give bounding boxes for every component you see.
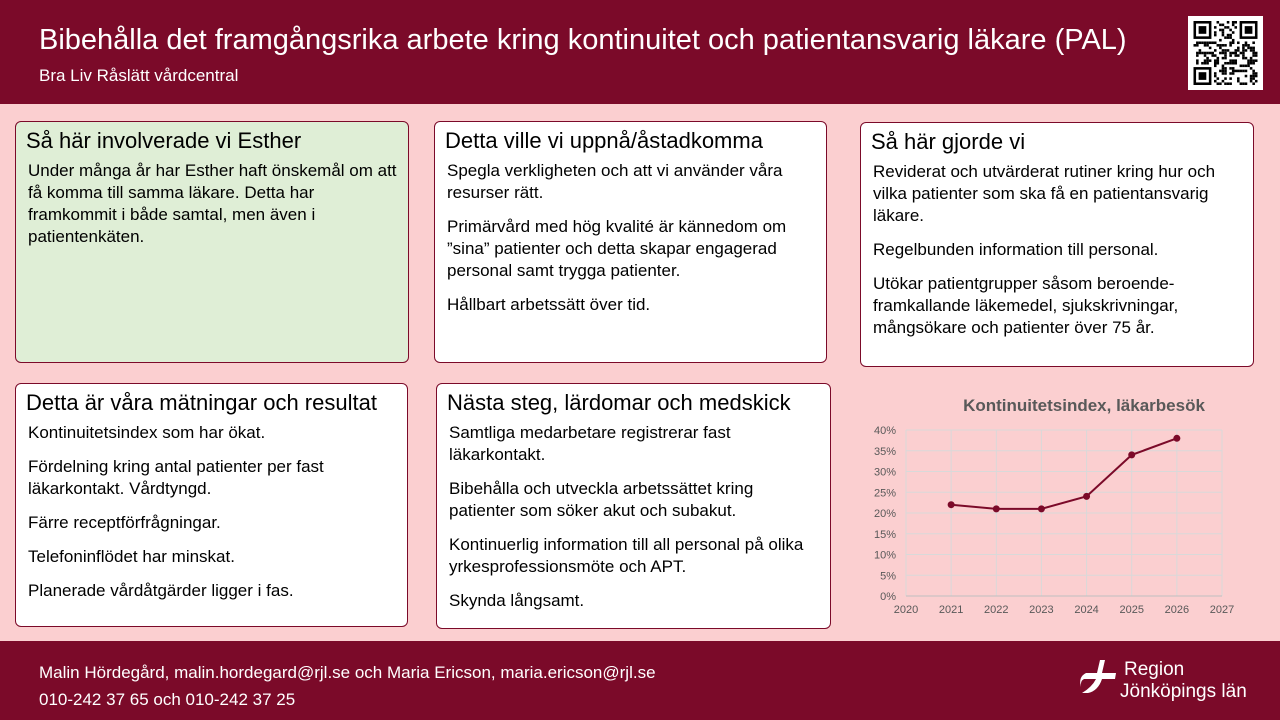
card-paragraph: Reviderat och utvärderat rutiner kring h… [873,162,1216,225]
card-measurements: Detta är våra mätningar och resultat Kont… [15,383,408,627]
card-goals: Detta ville vi uppnå/åstadkomma Spegla ve… [434,121,827,363]
card-paragraph: Under många år har Esther haft önskemål … [28,161,397,246]
card-title: Så här gjorde vi [871,129,1026,154]
card-paragraph: Primärvård med hög kvalité är kännedom o… [447,217,787,280]
card-actions: Så här gjorde vi Reviderat och utvärderat… [860,122,1254,367]
y-tick-label: 0% [880,591,896,603]
card-paragraph: Färre receptförfrågningar. [28,513,221,532]
data-point [992,505,1000,513]
card-paragraph: Planerade vårdåtgärder ligger i fas. [28,581,294,600]
y-tick-label: 40% [874,425,896,437]
data-point [947,501,955,509]
contact-names: Malin Hördegård, malin.hordegard@rjl.se … [39,663,656,682]
data-point [1128,451,1136,459]
card-paragraph: Hållbart arbetssätt över tid. [447,295,651,314]
card-esther: Så här involverade vi Esther Under många … [15,121,409,363]
x-tick-label: 2022 [984,604,1008,616]
card-paragraph: Kontinuerlig information till all person… [449,535,804,576]
chart-title: Kontinuitetsindex, läkarbesök [963,396,1205,415]
logo-text-region: Region [1124,659,1185,680]
y-tick-label: 30% [874,467,896,479]
y-tick-label: 15% [874,529,896,541]
contact-phones: 010-242 37 65 och 010-242 37 25 [39,690,296,709]
page-title: Bibehålla det framgångsrika arbete kring… [39,24,1127,56]
card-paragraph: Kontinuitetsindex som har ökat. [28,423,266,442]
card-title: Så här involverade vi Esther [26,128,302,153]
series-line [951,437,1178,510]
y-tick-label: 35% [874,446,896,458]
page-subtitle: Bra Liv Råslätt vårdcentral [39,66,239,85]
card-paragraph: Fördelning kring antal patienter per fas… [28,457,324,498]
chart-svg: Kontinuitetsindex, läkarbesök 0% 5% 10% 15% 2… [874,396,1234,616]
card-paragraph: Samtliga medarbetare registrerar fast lä… [449,423,731,464]
x-tick-label: 2020 [894,604,918,616]
region-cross-icon [1080,660,1116,693]
card-paragraph: Telefoninflödet har minskat. [28,547,235,566]
footer: Malin Hördegård, malin.hordegard@rjl.se … [0,641,1280,720]
header: Bibehålla det framgångsrika arbete kring… [0,0,1280,104]
card-paragraph: Regelbunden information till personal. [873,240,1159,259]
x-tick-label: 2024 [1074,604,1098,616]
qr-code-icon [1188,16,1263,90]
data-point [1037,505,1045,513]
y-tick-label: 10% [874,550,896,562]
y-tick-label: 25% [874,487,896,499]
card-next-steps: Nästa steg, lärdomar och medskick Samtlig… [436,383,831,629]
x-tick-label: 2021 [939,604,963,616]
x-tick-label: 2023 [1029,604,1053,616]
x-tick-label: 2026 [1165,604,1189,616]
card-paragraph: Utökar patientgrupper såsom beroende-fra… [873,274,1179,337]
card-paragraph: Bibehålla och utveckla arbetssättet krin… [449,479,754,520]
x-tick-label: 2025 [1119,604,1143,616]
data-point [1083,492,1091,500]
continuity-chart: Kontinuitetsindex, läkarbesök 0% 5% 10% 15% 2… [860,385,1260,625]
card-paragraph: Spegla verkligheten och att vi använder … [447,161,783,202]
card-paragraph: Skynda långsamt. [449,591,585,610]
card-title: Detta ville vi uppnå/åstadkomma [445,128,763,153]
card-title: Detta är våra mätningar och resultat [26,390,377,415]
x-tick-label: 2027 [1210,604,1234,616]
y-tick-label: 20% [874,508,896,520]
logo-text-county: Jönköpings län [1120,681,1247,702]
card-title: Nästa steg, lärdomar och medskick [447,390,791,415]
y-tick-label: 5% [880,570,896,582]
data-point [1173,434,1181,442]
region-logo: Region Jönköpings län [1078,657,1247,704]
